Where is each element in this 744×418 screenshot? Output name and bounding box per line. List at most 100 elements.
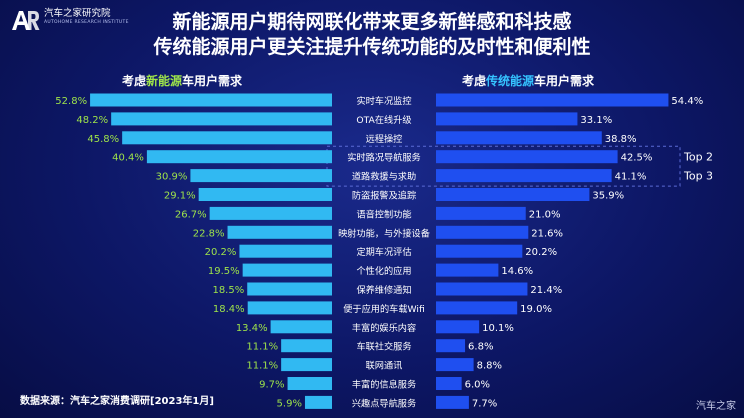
right-value-label-8: 20.2% <box>525 247 557 258</box>
right-bar-7 <box>436 225 529 239</box>
right-bar-15 <box>436 377 462 390</box>
category-label-1: OTA在线升级 <box>356 114 411 126</box>
left-value-label-2: 45.8% <box>87 134 119 145</box>
left-bar-8 <box>239 244 332 258</box>
right-value-label-3: 42.5% <box>621 153 653 164</box>
right-bar-12 <box>436 320 480 334</box>
left-bar-2 <box>122 131 332 145</box>
right-title-highlight: 传统能源 <box>486 74 535 88</box>
left-bar-13 <box>281 339 332 353</box>
left-value-label-14: 11.1% <box>246 361 278 372</box>
right-value-label-9: 14.6% <box>501 266 533 277</box>
left-value-label-15: 9.7% <box>259 380 284 391</box>
left-value-label-8: 20.2% <box>205 247 237 258</box>
right-value-label-11: 19.0% <box>520 304 552 315</box>
category-label-11: 便于应用的车载Wifi <box>343 303 425 315</box>
category-label-13: 车联社交服务 <box>356 341 411 353</box>
logo-name: 汽车之家研究院 <box>44 8 111 19</box>
category-label-9: 个性化的应用 <box>356 265 411 277</box>
left-bar-7 <box>227 225 332 239</box>
logo-subtitle: AUTOHOME RESEARCH INSTITUTE <box>44 20 129 25</box>
right-bar-14 <box>436 358 474 372</box>
category-label-0: 实时车况监控 <box>356 95 411 107</box>
category-label-8: 定期车况评估 <box>356 246 411 258</box>
right-value-label-4: 41.1% <box>615 172 647 183</box>
left-value-label-11: 18.4% <box>213 304 245 315</box>
left-title-prefix: 考虑 <box>122 74 147 88</box>
category-label-15: 丰富的信息服务 <box>352 379 416 391</box>
right-value-label-13: 6.8% <box>468 342 493 353</box>
right-value-label-6: 21.0% <box>529 209 561 220</box>
data-source: 数据来源：汽车之家消费调研[2023年1月] <box>20 396 214 407</box>
category-label-2: 远程操控 <box>366 133 403 145</box>
category-label-10: 保养维修通知 <box>356 284 411 296</box>
right-value-label-1: 33.1% <box>580 115 612 126</box>
right-bar-0 <box>436 93 669 107</box>
left-bar-10 <box>247 282 332 296</box>
right-bar-5 <box>436 188 590 201</box>
left-bar-15 <box>287 377 332 390</box>
left-panel-title: 考虑新能源车用户需求 <box>122 72 242 89</box>
right-bar-13 <box>436 339 466 353</box>
left-title-suffix: 车用户需求 <box>182 74 243 88</box>
left-value-label-6: 26.7% <box>175 209 207 220</box>
right-value-label-15: 6.0% <box>465 380 490 391</box>
right-bar-2 <box>436 131 602 145</box>
right-value-label-5: 35.9% <box>592 191 624 202</box>
right-value-label-7: 21.6% <box>531 228 563 239</box>
right-value-label-2: 38.8% <box>605 134 637 145</box>
left-bar-3 <box>146 150 332 164</box>
left-bar-14 <box>281 358 332 372</box>
highlight-box <box>326 145 681 187</box>
right-bar-9 <box>436 263 499 277</box>
right-value-label-14: 8.8% <box>477 361 502 372</box>
left-value-label-3: 40.4% <box>112 153 144 164</box>
right-title-prefix: 考虑 <box>462 74 487 88</box>
title-line-1: 新能源用户期待网联化带来更多新鲜感和科技感 <box>172 11 572 33</box>
right-bar-10 <box>436 282 528 296</box>
right-bar-16 <box>436 395 469 409</box>
watermark: 汽车之家 <box>696 401 736 412</box>
right-bar-3 <box>436 150 618 164</box>
left-bar-6 <box>209 206 332 220</box>
right-value-label-16: 7.7% <box>472 398 497 409</box>
logo: 汽车之家研究院 AUTOHOME RESEARCH INSTITUTE <box>10 8 129 32</box>
left-bar-11 <box>247 301 332 315</box>
left-value-label-16: 5.9% <box>277 398 302 409</box>
left-value-label-1: 48.2% <box>76 115 108 126</box>
category-label-7: 映射功能，与外接设备 <box>338 227 430 239</box>
right-bar-6 <box>436 206 526 220</box>
left-value-label-5: 29.1% <box>164 191 196 202</box>
category-label-12: 丰富的娱乐内容 <box>352 322 416 334</box>
left-bar-4 <box>190 169 332 183</box>
category-label-16: 兴趣点导航服务 <box>352 397 416 409</box>
left-bar-0 <box>90 93 332 107</box>
left-value-label-12: 13.4% <box>236 323 268 334</box>
left-bar-5 <box>198 188 332 201</box>
left-value-label-10: 18.5% <box>212 285 244 296</box>
right-title-suffix: 车用户需求 <box>534 74 595 88</box>
left-value-label-7: 22.8% <box>193 228 225 239</box>
left-bar-9 <box>242 263 332 277</box>
left-bar-16 <box>304 395 332 409</box>
left-bar-12 <box>270 320 332 334</box>
left-value-label-9: 19.5% <box>208 266 240 277</box>
right-value-label-10: 21.4% <box>530 285 562 296</box>
left-value-label-0: 52.8% <box>55 96 87 107</box>
right-panel-title: 考虑传统能源车用户需求 <box>462 72 594 89</box>
right-bar-1 <box>436 112 578 126</box>
right-bar-8 <box>436 244 523 258</box>
annotation-1: Top 3 <box>683 170 713 183</box>
category-label-5: 防盗报警及追踪 <box>352 190 416 202</box>
left-title-highlight: 新能源 <box>146 74 183 88</box>
title-line-2: 传统能源用户更关注提升传统功能的及时性和便利性 <box>153 36 591 58</box>
category-label-4: 道路救援与求助 <box>352 171 416 183</box>
left-value-label-13: 11.1% <box>246 342 278 353</box>
left-value-label-4: 30.9% <box>156 172 188 183</box>
category-label-6: 语音控制功能 <box>356 208 411 220</box>
category-label-3: 实时路况导航服务 <box>347 152 421 164</box>
right-bar-11 <box>436 301 518 315</box>
autohome-logo-icon <box>12 11 40 30</box>
category-label-14: 联网通讯 <box>366 361 403 372</box>
